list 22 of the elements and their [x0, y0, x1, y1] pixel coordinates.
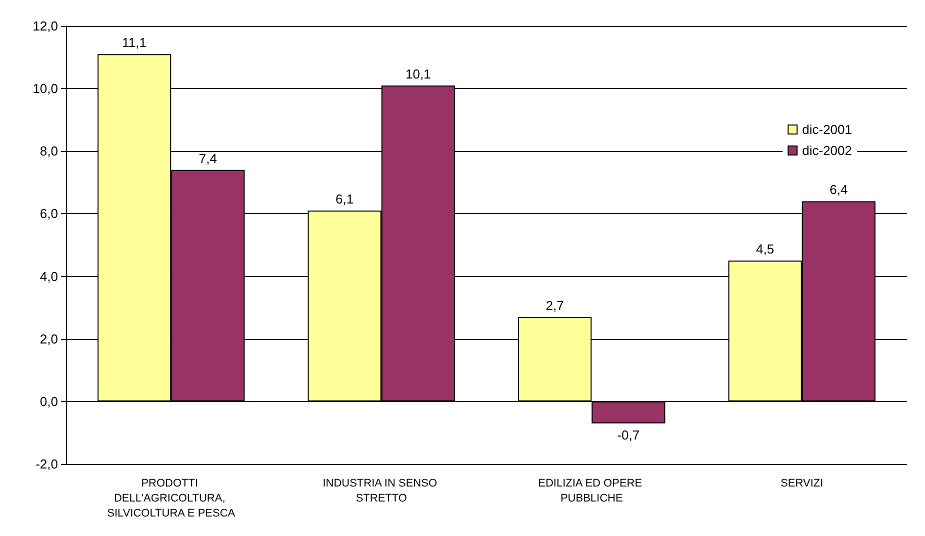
data-label: -0,7: [617, 427, 640, 442]
data-label: 10,1: [406, 66, 431, 82]
y-tick-label: 0,0: [40, 394, 58, 409]
legend-label: dic-2001: [802, 122, 852, 137]
x-tick-label: PRODOTTI DELL'AGRICOLTURA, SILVICOLTURA E PESCA: [107, 478, 236, 520]
data-label: 6,1: [336, 192, 354, 207]
y-tick-label: 4,0: [40, 268, 58, 284]
data-label: 11,1: [122, 35, 147, 50]
y-tick-label: 6,0: [40, 206, 58, 222]
y-tick-label: 10,0: [32, 81, 58, 96]
x-tick-label: EDILIZIA ED OPERE PUBBLICHE: [538, 478, 646, 504]
data-label: 2,7: [546, 298, 564, 313]
y-tick-label: 8,0: [40, 144, 58, 159]
y-tick-label: 2,0: [40, 331, 58, 346]
data-label: 6,4: [830, 182, 848, 198]
legend-label: dic-2002: [802, 143, 852, 158]
data-label: 4,5: [756, 242, 774, 257]
x-tick-label: SERVIZI: [780, 478, 824, 490]
data-label: 7,4: [198, 150, 217, 166]
y-tick-label: -2,0: [36, 456, 58, 472]
y-tick-label: 12,0: [32, 18, 58, 34]
x-tick-label: INDUSTRIA IN SENSO STRETTO: [322, 478, 440, 504]
